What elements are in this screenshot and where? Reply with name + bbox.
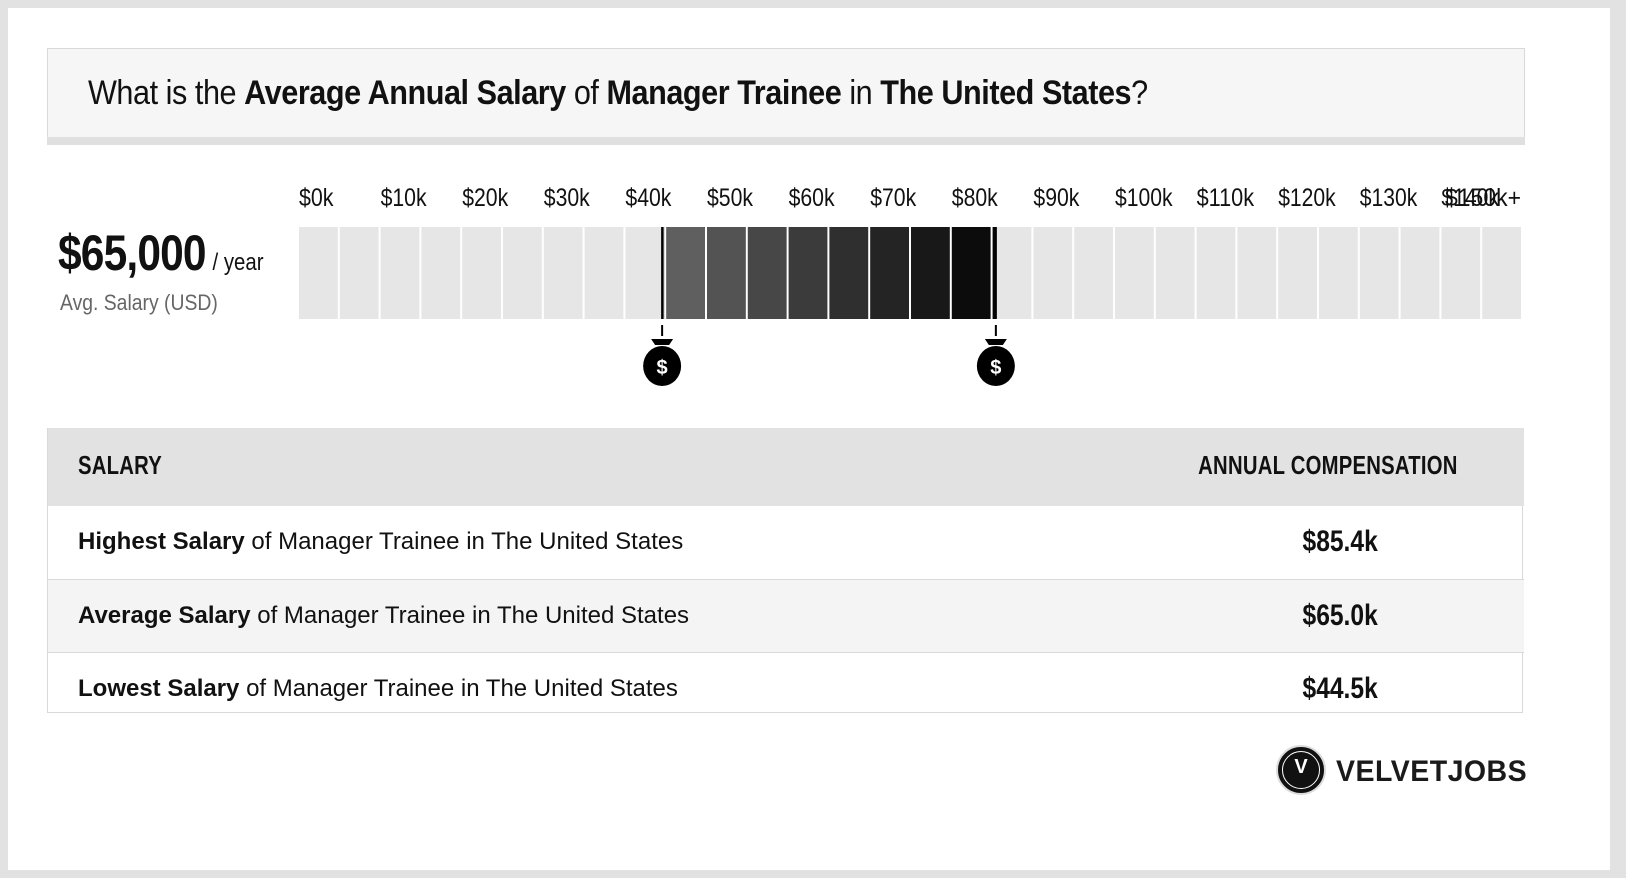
empty-segment <box>339 227 379 319</box>
page-title: What is the Average Annual Salary of Man… <box>88 71 1148 115</box>
empty-segment <box>584 227 624 319</box>
row-label: Highest Salary of Manager Trainee in The… <box>78 528 683 556</box>
title-part: What is the <box>88 74 245 112</box>
title-bold-part: Average Annual Salary <box>244 74 566 112</box>
x-tick-label: $60k <box>789 184 835 212</box>
range-segment <box>707 227 746 319</box>
low-marker-symbol: $ <box>657 357 668 379</box>
average-salary-unit: / year <box>212 249 264 276</box>
row-value: $85.4k <box>1302 525 1378 558</box>
range-segment <box>666 227 705 319</box>
empty-segment <box>543 227 583 319</box>
range-segment <box>992 227 996 319</box>
empty-segment <box>1278 227 1317 319</box>
empty-segment <box>380 227 420 319</box>
x-tick-label: $120k <box>1278 184 1336 212</box>
title-underline <box>47 137 1525 145</box>
title-part: in <box>841 74 881 112</box>
empty-segment <box>1441 227 1481 319</box>
salary-range-chart: $0k $10k $20k $30k $40k $50k $60k $70k $80k $90k $… <box>299 184 1521 386</box>
title-part: of <box>565 74 607 112</box>
empty-segment <box>1237 227 1277 319</box>
x-tick-label: $0k <box>299 184 334 212</box>
range-segment <box>788 227 828 319</box>
velvetjobs-brand[interactable]: V VELVETJOBS <box>1276 745 1528 799</box>
empty-segment <box>1400 227 1440 319</box>
row-label-bold: Highest Salary <box>78 528 245 555</box>
x-tick-label: $100k <box>1115 184 1173 212</box>
x-tick-label: $20k <box>462 184 508 212</box>
x-tick-label: $150k+ <box>1445 184 1521 212</box>
range-segment <box>829 227 869 319</box>
table-header: SALARY ANNUAL COMPENSATION <box>48 428 1524 506</box>
empty-segment <box>1319 227 1358 319</box>
empty-segment <box>1033 227 1073 319</box>
empty-segment <box>503 227 542 319</box>
brand-name: VELVETJOBS <box>1336 755 1528 788</box>
column-header-compensation: ANNUAL COMPENSATION <box>1198 450 1458 480</box>
table-row-highest: Highest Salary of Manager Trainee in The… <box>48 506 1524 579</box>
row-label-bold: Average Salary <box>78 602 251 629</box>
empty-segment <box>1115 227 1154 319</box>
row-label-rest: of Manager Trainee in The United States <box>244 528 684 555</box>
salary-table: SALARY ANNUAL COMPENSATION Highest Salar… <box>47 428 1524 713</box>
empty-segment <box>462 227 501 319</box>
title-bold-part: The United States <box>880 74 1132 112</box>
row-value: $65.0k <box>1302 599 1378 632</box>
range-segment <box>870 227 909 319</box>
low-marker-bag-top <box>651 339 674 345</box>
table-row-lowest: Lowest Salary of Manager Trainee in The … <box>48 652 1524 725</box>
empty-segment <box>992 227 1032 319</box>
low-marker-money-bag-icon <box>643 346 682 386</box>
range-segment <box>747 227 787 319</box>
title-part: ? <box>1131 74 1148 112</box>
empty-segment <box>1074 227 1113 319</box>
x-tick-label: $130k <box>1360 184 1418 212</box>
x-tick-label: $40k <box>625 184 671 212</box>
x-tick-label: $90k <box>1033 184 1079 212</box>
empty-segment <box>1196 227 1236 319</box>
x-tick-label: $70k <box>870 184 916 212</box>
high-marker-bag-top <box>984 339 1007 345</box>
x-tick-label: $30k <box>544 184 590 212</box>
average-salary-value: $65,000/ year <box>58 224 264 282</box>
range-segment <box>911 227 950 319</box>
row-label-rest: of Manager Trainee in The United States <box>250 602 690 629</box>
high-marker-symbol: $ <box>990 357 1001 379</box>
x-tick-label: $50k <box>707 184 753 212</box>
x-tick-label: $140k <box>1441 184 1499 212</box>
empty-segment <box>1359 227 1399 319</box>
row-label: Lowest Salary of Manager Trainee in The … <box>78 675 678 703</box>
empty-segment <box>299 227 338 319</box>
x-tick-label: $10k <box>381 184 427 212</box>
velvetjobs-logo-icon <box>1276 745 1326 795</box>
table-row-average: Average Salary of Manager Trainee in The… <box>48 579 1524 652</box>
row-value: $44.5k <box>1302 672 1378 705</box>
average-salary-label: Avg. Salary (USD) <box>60 290 218 315</box>
average-salary-amount: $65,000 <box>58 225 207 281</box>
high-marker-money-bag-icon <box>976 346 1015 386</box>
logo-letter: V <box>1294 756 1308 778</box>
empty-segment <box>1482 227 1521 319</box>
row-label-rest: of Manager Trainee in The United States <box>239 675 678 702</box>
column-header-salary: SALARY <box>78 450 163 480</box>
title-bold-part: Manager Trainee <box>606 74 842 112</box>
range-segment <box>662 227 665 319</box>
row-label-bold: Lowest Salary <box>78 675 240 702</box>
row-label: Average Salary of Manager Trainee in The… <box>78 602 689 630</box>
title-box: What is the Average Annual Salary of Man… <box>47 48 1525 137</box>
empty-segment <box>1155 227 1195 319</box>
empty-segment <box>625 227 665 319</box>
empty-segment <box>421 227 461 319</box>
range-segment <box>951 227 991 319</box>
x-tick-label: $80k <box>952 184 998 212</box>
x-tick-label: $110k <box>1197 184 1255 212</box>
